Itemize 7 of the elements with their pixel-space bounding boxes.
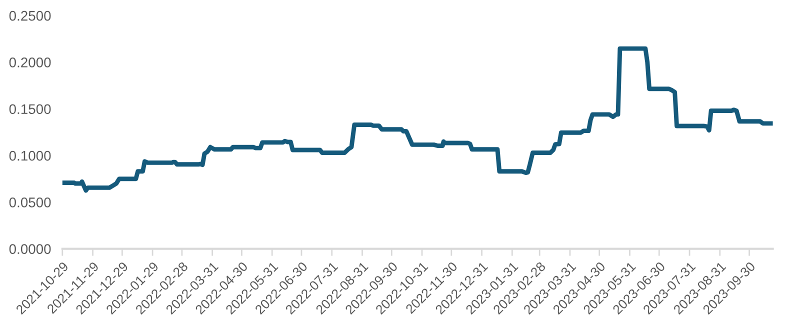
y-tick-label: 0.2000 — [9, 58, 51, 68]
y-tick-label: 0.2500 — [9, 10, 51, 21]
y-tick-label: 0.1000 — [9, 150, 51, 161]
line-series — [62, 46, 773, 193]
y-tick-label: 0.1500 — [9, 104, 51, 114]
y-tick-label: 0.0000 — [9, 244, 51, 254]
y-tick-label: 0.0500 — [9, 198, 51, 208]
